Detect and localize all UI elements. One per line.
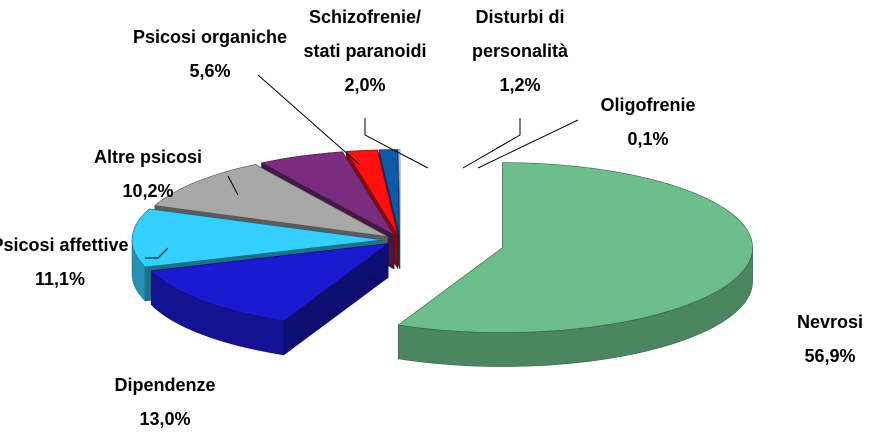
- slice-label: Psicosi organiche 5,6%: [100, 20, 320, 88]
- slice-top: [398, 149, 401, 235]
- value-label: 11,1%: [34, 269, 86, 289]
- leader-line: [462, 118, 521, 169]
- value-label: 56,9%: [804, 346, 856, 366]
- value-label: 5,6%: [189, 61, 231, 81]
- leader-line: [227, 175, 239, 196]
- category-name: Altre psicosi: [93, 147, 203, 167]
- slice-label: Nevrosi 56,9%: [720, 305, 873, 373]
- leader-line: [477, 119, 579, 169]
- slice-top: [154, 164, 388, 237]
- category-name: Nevrosi: [796, 312, 864, 332]
- value-label: 10,2%: [122, 181, 174, 201]
- slice-label: Disturbi di personalità 1,2%: [410, 0, 630, 102]
- value-label: 0,1%: [627, 129, 669, 149]
- category-name: Schizofrenie/ stati paranoidi: [303, 7, 427, 61]
- category-name: Psicosi affettive: [0, 235, 129, 255]
- leader-line: [364, 118, 429, 169]
- slice-top: [150, 243, 390, 322]
- leader-lines: [145, 74, 579, 259]
- slice-label: Dipendenze 13,0%: [55, 368, 275, 432]
- leader-line: [145, 247, 169, 259]
- leader-line: [257, 74, 361, 166]
- slice-label: Altre psicosi 10,2%: [38, 140, 258, 208]
- slice: [150, 243, 390, 356]
- slice-top: [397, 162, 753, 333]
- slice-top: [260, 151, 395, 236]
- category-name: Psicosi organiche: [132, 27, 288, 47]
- slice-top: [345, 149, 398, 235]
- slice-top: [131, 208, 383, 268]
- slice: [397, 162, 753, 367]
- value-label: 2,0%: [344, 75, 386, 95]
- slice-label: Oligofrenie 0,1%: [538, 88, 758, 156]
- category-name: Disturbi di personalità: [471, 7, 569, 61]
- value-label: 13,0%: [139, 409, 191, 429]
- slice-label: Schizofrenie/ stati paranoidi 2,0%: [255, 0, 475, 102]
- category-name: Oligofrenie: [600, 95, 696, 115]
- category-name: Dipendenze: [114, 375, 216, 395]
- slice-label: Psicosi affettive 11,1%: [0, 228, 170, 296]
- value-label: 1,2%: [499, 75, 541, 95]
- slice-top: [378, 149, 400, 235]
